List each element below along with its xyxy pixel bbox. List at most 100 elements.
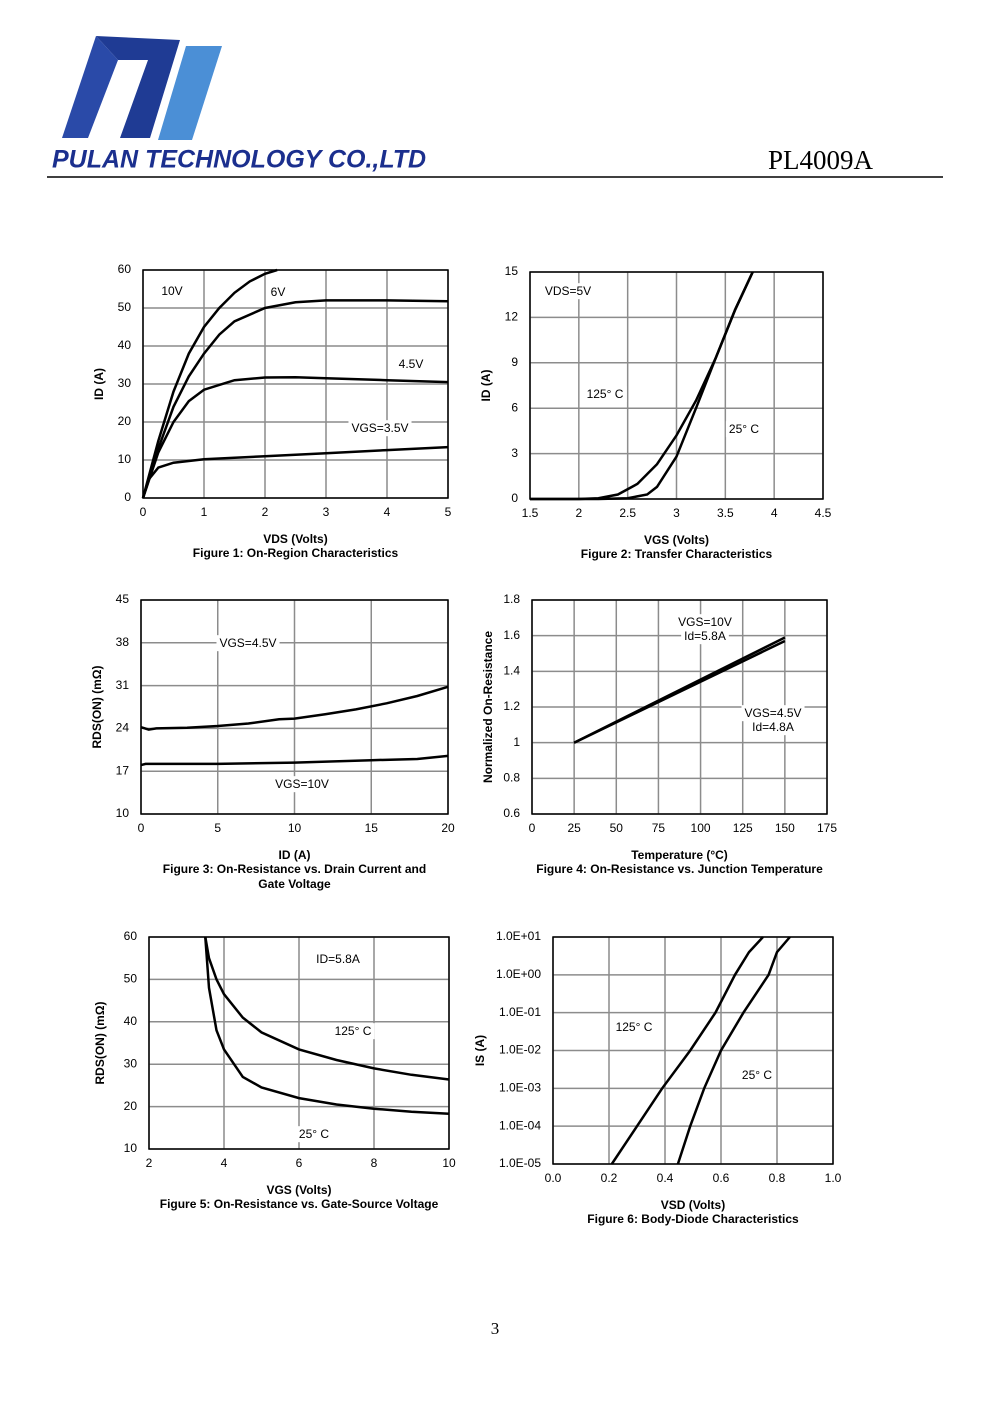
curve-label: VGS=4.5V — [219, 636, 276, 650]
y-axis-label: ID (A) — [479, 370, 493, 402]
x-tick-label: 75 — [652, 821, 666, 835]
y-tick-label: 0 — [511, 491, 518, 505]
chart: 0 5 10 15 20 10 17 24 31 38 45 VGS=4.5V VGS=10V ID (A… — [90, 592, 455, 891]
y-tick-label: 15 — [505, 264, 519, 278]
y-tick-label: 30 — [118, 376, 132, 390]
page-number: 3 — [491, 1319, 500, 1338]
x-tick-label: 5 — [445, 505, 452, 519]
figure-caption: Gate Voltage — [258, 877, 331, 891]
y-tick-label: 20 — [124, 1099, 138, 1113]
y-tick-label: 1.4 — [503, 664, 520, 678]
curve-label: 6V — [271, 285, 286, 299]
y-tick-label: 10 — [116, 806, 130, 820]
curve — [141, 445, 449, 499]
x-tick-label: 100 — [691, 821, 711, 835]
x-tick-label: 0.8 — [769, 1171, 786, 1185]
x-tick-label: 0.6 — [713, 1171, 730, 1185]
y-tick-label: 1.6 — [503, 628, 520, 642]
y-tick-label: 1.0E-03 — [499, 1081, 541, 1095]
x-axis-label: Temperature (°C) — [631, 848, 728, 862]
x-axis-label: VGS (Volts) — [644, 533, 709, 547]
y-tick-label: 12 — [505, 310, 519, 324]
label-background — [541, 283, 595, 300]
plot-frame — [142, 269, 449, 499]
chart: 2 4 6 8 10 10 20 30 40 50 60 ID=5.8A 125° C 25° C VGS … — [93, 929, 456, 1211]
figure-caption: Figure 4: On-Resistance vs. Junction Tem… — [536, 862, 823, 876]
plot-frame — [552, 936, 834, 1165]
label-background — [216, 635, 280, 652]
label-background — [612, 1019, 656, 1036]
x-tick-label: 0.4 — [657, 1171, 674, 1185]
curve — [141, 375, 449, 499]
x-tick-label: 3 — [323, 505, 330, 519]
curve-label: 10V — [161, 284, 182, 298]
chart: 1.5 2 2.5 3 3.5 4 4.5 0 3 6 9 12 15 VDS=5V 125° C 25° C… — [479, 264, 831, 561]
curve-condition: Id=5.8A — [684, 629, 726, 643]
y-tick-label: 40 — [124, 1014, 138, 1028]
x-tick-label: 2 — [575, 506, 582, 520]
y-axis-label: IS (A) — [473, 1035, 487, 1066]
label-background — [725, 421, 763, 438]
chart: 0.0 0.2 0.4 0.6 0.8 1.0 1.0E-05 1.0E-04 1.0E-03 1… — [473, 929, 841, 1226]
label-background — [295, 1126, 333, 1143]
curve-label: 25° C — [742, 1068, 772, 1082]
curve — [141, 299, 449, 499]
y-tick-label: 9 — [511, 355, 518, 369]
y-tick-label: 1.0E+01 — [496, 929, 541, 943]
y-tick-label: 1.0E-02 — [499, 1043, 541, 1057]
x-tick-label: 1.5 — [522, 506, 539, 520]
x-tick-label: 2 — [146, 1156, 153, 1170]
label-background — [158, 283, 186, 300]
x-tick-label: 4 — [221, 1156, 228, 1170]
curve — [141, 268, 278, 499]
y-axis-label: RDS(ON) (mΩ) — [90, 666, 104, 749]
x-tick-label: 10 — [288, 821, 302, 835]
curve — [573, 639, 786, 744]
figure-caption: Figure 3: On-Resistance vs. Drain Curren… — [163, 862, 426, 876]
y-tick-label: 17 — [116, 763, 130, 777]
y-tick-label: 38 — [116, 635, 130, 649]
x-tick-label: 175 — [817, 821, 837, 835]
curve-label: VGS=10V — [678, 615, 732, 629]
x-tick-label: 3.5 — [717, 506, 734, 520]
curve — [530, 271, 754, 501]
y-tick-label: 60 — [124, 929, 138, 943]
x-tick-label: 6 — [296, 1156, 303, 1170]
label-background — [681, 628, 729, 645]
curve-label: 125° C — [587, 387, 624, 401]
y-tick-label: 45 — [116, 592, 130, 606]
x-tick-label: 0 — [138, 821, 145, 835]
y-tick-label: 50 — [124, 972, 138, 986]
curve — [204, 936, 450, 1116]
y-tick-label: 0 — [124, 490, 131, 504]
y-tick-label: 31 — [116, 678, 130, 692]
label-background — [313, 951, 363, 968]
y-tick-label: 1.0E-01 — [499, 1005, 541, 1019]
curve-label: 125° C — [616, 1020, 653, 1034]
curve-label: 25° C — [299, 1127, 329, 1141]
y-tick-label: 1.0E-04 — [499, 1118, 541, 1132]
curve — [530, 271, 754, 501]
x-tick-label: 150 — [775, 821, 795, 835]
annotation: VDS=5V — [545, 284, 591, 298]
x-tick-label: 4 — [771, 506, 778, 520]
label-background — [749, 719, 797, 736]
x-tick-label: 1.0 — [825, 1171, 842, 1185]
label-background — [348, 420, 412, 437]
x-tick-label: 3 — [673, 506, 680, 520]
x-tick-label: 2.5 — [619, 506, 636, 520]
curve-label: 125° C — [335, 1024, 372, 1038]
y-tick-label: 24 — [116, 721, 130, 735]
plot-frame — [148, 936, 450, 1150]
x-tick-label: 0.0 — [545, 1171, 562, 1185]
x-tick-label: 0 — [529, 821, 536, 835]
annotation: ID=5.8A — [316, 952, 360, 966]
figure-caption: Figure 6: Body-Diode Characteristics — [587, 1212, 799, 1226]
x-tick-label: 125 — [733, 821, 753, 835]
figure-caption: Figure 1: On-Region Characteristics — [193, 546, 399, 560]
x-tick-label: 10 — [442, 1156, 456, 1170]
x-tick-label: 15 — [365, 821, 379, 835]
label-background — [331, 1023, 375, 1040]
y-axis-label: Normalized On-Resistance — [481, 631, 495, 783]
